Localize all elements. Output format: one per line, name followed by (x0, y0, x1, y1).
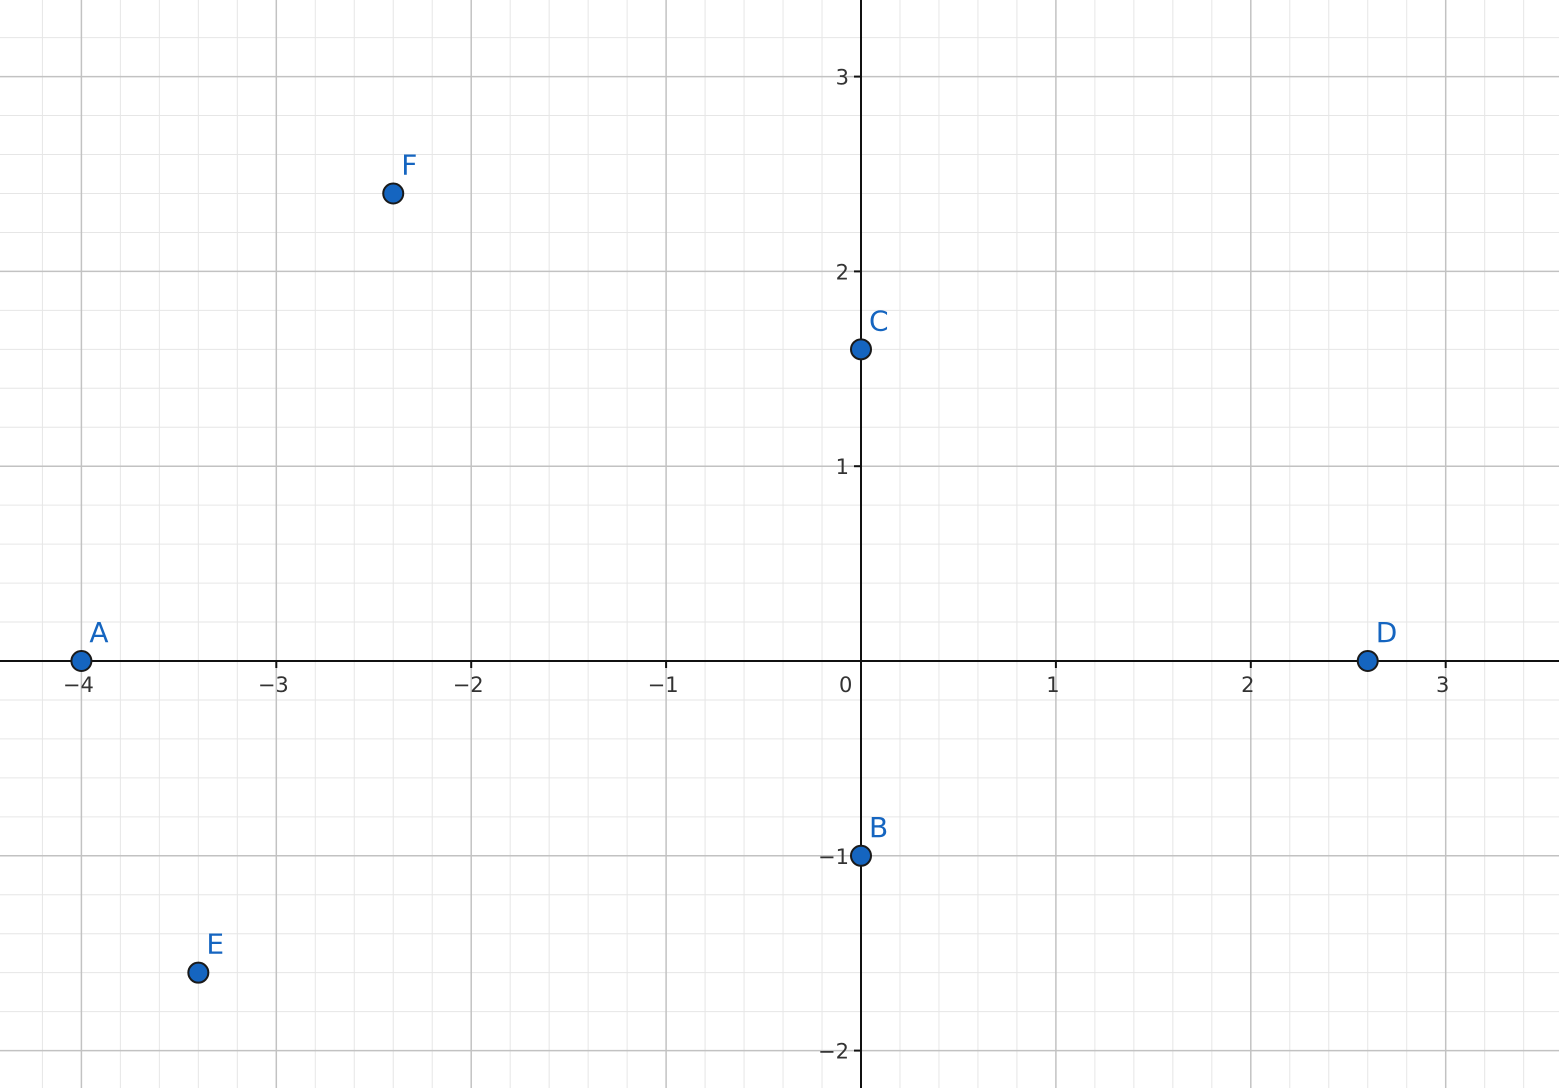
x-tick-label: −2 (453, 673, 484, 697)
tick-labels: −4 −3 −2 −1 0 1 2 3 −2 −1 1 2 3 (63, 66, 1449, 1064)
point-label: C (869, 304, 889, 337)
y-tick-label: 1 (836, 455, 849, 479)
y-tick-label: 2 (836, 260, 849, 284)
point-b: B (850, 811, 888, 867)
x-tick-label: 3 (1436, 673, 1449, 697)
point-marker (850, 338, 872, 361)
y-tick-label: −2 (818, 1040, 849, 1064)
point-d: D (1356, 616, 1398, 672)
point-a: A (70, 616, 109, 672)
point-e: E (187, 928, 224, 984)
points: A B C D E F (70, 148, 1398, 984)
point-f: F (382, 148, 417, 205)
point-marker (70, 650, 93, 672)
x-tick-label: 0 (839, 673, 852, 697)
x-tick-label: 1 (1046, 673, 1059, 697)
point-c: C (850, 304, 889, 361)
point-label: E (206, 928, 224, 961)
point-label: A (89, 616, 108, 649)
point-marker (382, 182, 405, 205)
point-label: D (1376, 616, 1398, 649)
point-label: F (401, 148, 417, 181)
y-tick-label: 3 (836, 66, 849, 90)
point-marker (1356, 650, 1379, 672)
x-tick-label: −1 (648, 673, 679, 697)
point-marker (850, 844, 872, 867)
x-tick-label: −4 (63, 673, 94, 697)
x-tick-label: 2 (1241, 673, 1254, 697)
point-marker (187, 961, 210, 984)
x-tick-label: −3 (258, 673, 289, 697)
point-label: B (869, 811, 888, 844)
y-tick-label: −1 (818, 845, 849, 869)
